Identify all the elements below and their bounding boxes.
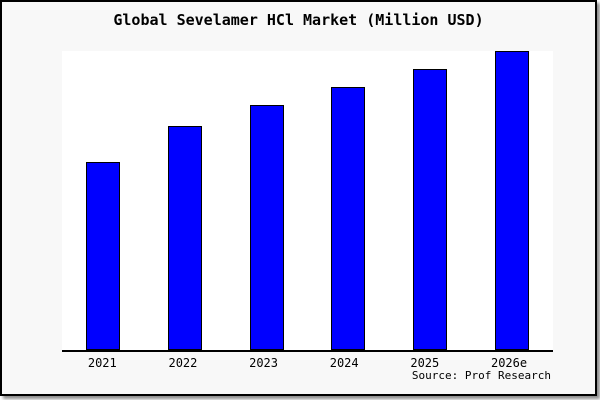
plot-area [62,51,553,352]
chart-title: Global Sevelamer HCl Market (Million USD… [113,11,484,29]
x-tick-label-2025: 2025 [410,356,440,370]
bar-2021 [85,162,120,350]
x-tick-label-2022: 2022 [168,356,198,370]
bar-2022 [167,126,202,350]
x-tick-label-2026e: 2026e [490,356,528,370]
source-credit: Source: Prof Research [411,369,551,382]
bar-2024 [331,87,366,350]
x-tick-label-2024: 2024 [329,356,359,370]
bar-2025 [413,69,448,350]
bar-2023 [249,105,284,350]
bar-2026e [495,51,530,350]
x-tick-label-2023: 2023 [249,356,279,370]
x-axis: 2021 2022 2023 2024 2025 2026e [62,356,553,370]
x-tick-label-2021: 2021 [87,356,117,370]
